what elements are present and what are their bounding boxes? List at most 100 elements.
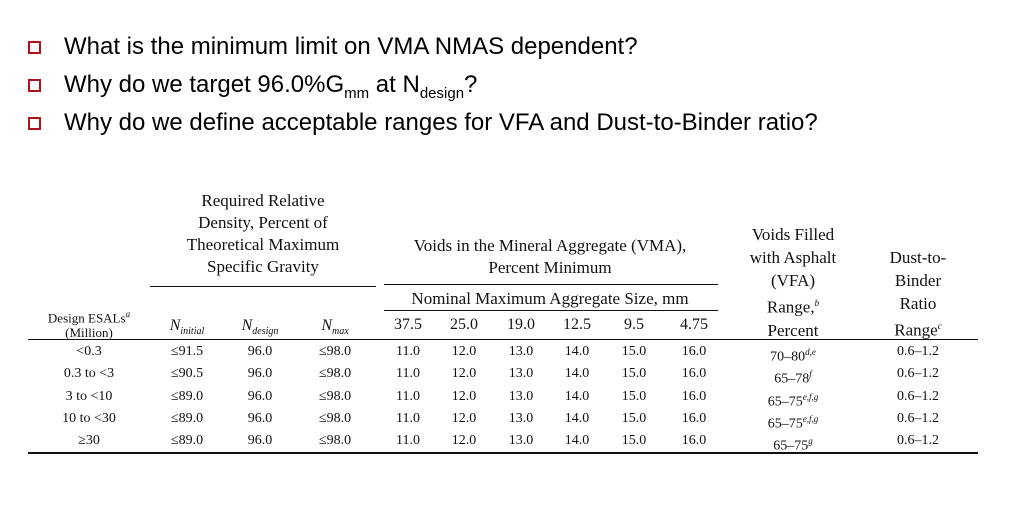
header-line: Dust-to- xyxy=(889,248,947,267)
vma-cell: 15.0 xyxy=(621,388,647,404)
n-design-cell: 96.0 xyxy=(247,433,273,449)
header-line: Percent xyxy=(767,320,819,340)
esal-cell: 3 to <10 xyxy=(65,388,113,404)
footnote-mark: g xyxy=(808,436,813,447)
vma-cell: 16.0 xyxy=(681,366,707,382)
question-item: Why do we target 96.0%Gmm at Ndesign? xyxy=(28,66,1008,104)
vfa-cell: 65–75e,f,g xyxy=(728,410,858,434)
vfa-value: 65–75 xyxy=(767,394,803,410)
footnote-mark: f xyxy=(809,369,812,380)
nmas-header: Nominal Maximum Aggregate Size, mm xyxy=(411,289,689,308)
esal-header: Design ESALsa (Million) xyxy=(28,307,150,340)
header-line: Design ESALsa xyxy=(28,307,150,325)
footnote-mark: e,f,g xyxy=(802,391,819,402)
n-design-cell: 96.0 xyxy=(247,344,273,359)
subscript: design xyxy=(252,326,279,338)
header-line: Voids in the Mineral Aggregate (VMA), xyxy=(413,236,687,255)
nmas-size: 25.0 xyxy=(450,316,478,333)
n-max-cell: ≤98.0 xyxy=(318,433,352,449)
header-line: (VFA) xyxy=(770,271,816,290)
header-line: Density, Percent of xyxy=(198,213,328,232)
dust-cell: 0.6–1.2 xyxy=(897,366,939,382)
n-max-cell: ≤98.0 xyxy=(318,366,352,382)
footnote-mark: e,f,g xyxy=(802,413,819,424)
question-text-part: at N xyxy=(369,71,420,98)
header-line: Specific Gravity xyxy=(207,257,319,276)
vma-cell: 14.0 xyxy=(564,366,590,382)
n-max-header: Nmax xyxy=(300,317,370,341)
vma-cell: 11.0 xyxy=(396,388,420,404)
header-line: Ratio xyxy=(899,294,937,313)
vfa-value: 65–75 xyxy=(767,416,803,432)
esal-cell: ≥30 xyxy=(78,433,100,449)
vfa-cell: 65–75g xyxy=(728,432,858,456)
vma-cell: 13.0 xyxy=(508,433,534,449)
checkbox-bullet-icon xyxy=(28,116,41,130)
esal-cell: 10 to <30 xyxy=(62,410,116,426)
n-design-cell: 96.0 xyxy=(247,388,273,404)
n-initial-cell: ≤89.0 xyxy=(170,388,204,404)
dust-header: Dust-to- Binder Ratio Rangec xyxy=(863,246,973,342)
header-line: Percent Minimum xyxy=(488,258,612,277)
vma-cell: 16.0 xyxy=(681,344,707,359)
n-initial-header: Ninitial xyxy=(152,317,222,341)
header-line: with Asphalt xyxy=(749,248,837,267)
vma-cell: 16.0 xyxy=(681,410,707,426)
vfa-cell: 70–80d,e xyxy=(728,343,858,367)
header-line: (Million) xyxy=(65,325,113,341)
header-text: Design ESALs xyxy=(47,310,126,326)
question-text: Why do we define acceptable ranges for V… xyxy=(64,109,818,136)
vma-cell: 12.0 xyxy=(451,366,477,382)
vma-cell: 14.0 xyxy=(564,410,590,426)
vma-cell: 14.0 xyxy=(564,344,590,359)
footnote-mark: a xyxy=(125,309,131,319)
vma-cell: 11.0 xyxy=(396,366,420,382)
header-line: Required Relative xyxy=(201,191,325,210)
vma-cell: 12.0 xyxy=(451,388,477,404)
vma-cell: 12.0 xyxy=(451,433,477,449)
n-max-cell: ≤98.0 xyxy=(318,388,352,404)
n-max-cell: ≤98.0 xyxy=(318,410,352,426)
question-text-part: ? xyxy=(464,71,478,98)
checkbox-bullet-icon xyxy=(28,78,41,92)
vma-cell: 15.0 xyxy=(621,410,647,426)
nmas-size: 9.5 xyxy=(624,316,644,333)
header-line: Binder xyxy=(894,271,942,290)
vma-cell: 15.0 xyxy=(621,433,647,449)
dust-cell: 0.6–1.2 xyxy=(897,433,939,449)
vma-cell: 15.0 xyxy=(621,344,647,359)
vfa-cell: 65–78f xyxy=(728,365,858,389)
checkbox-bullet-icon xyxy=(28,40,41,54)
vfa-value: 65–78 xyxy=(774,371,810,387)
vma-cell: 14.0 xyxy=(564,433,590,449)
vma-cell: 11.0 xyxy=(396,433,420,449)
n-design-cell: 96.0 xyxy=(247,366,273,382)
subscript: mm xyxy=(344,85,370,102)
header-line: Voids Filled xyxy=(751,225,835,244)
header-rule xyxy=(384,310,718,311)
vma-cell: 15.0 xyxy=(621,366,647,382)
header-line: Range,b xyxy=(728,292,858,319)
table-bottom-rule xyxy=(28,452,978,454)
vfa-value: 65–75 xyxy=(773,438,809,454)
n-initial-cell: ≤89.0 xyxy=(170,433,204,449)
vma-cell: 11.0 xyxy=(396,344,420,359)
vfa-value: 70–80 xyxy=(770,349,806,365)
n-design-cell: 96.0 xyxy=(247,410,273,426)
vma-cell: 16.0 xyxy=(681,388,707,404)
subscript: max xyxy=(332,326,349,338)
question-text-part: Why do we target 96.0%G xyxy=(64,71,345,98)
header-bottom-rule xyxy=(28,339,978,340)
header-text: Range xyxy=(894,320,938,340)
vma-cell: 12.0 xyxy=(451,410,477,426)
footnote-mark: b xyxy=(814,298,820,308)
vfa-header: Voids Filled with Asphalt (VFA) Range,b … xyxy=(728,223,858,342)
question-item: Why do we define acceptable ranges for V… xyxy=(28,104,1008,142)
vma-cell: 12.0 xyxy=(451,344,477,359)
nmas-size: 37.5 xyxy=(394,316,422,333)
dust-cell: 0.6–1.2 xyxy=(897,344,939,359)
vfa-cell: 65–75e,f,g xyxy=(728,388,858,412)
vma-cell: 14.0 xyxy=(564,388,590,404)
question-text: What is the minimum limit on VMA NMAS de… xyxy=(64,33,638,60)
header-text: Range, xyxy=(766,297,815,317)
